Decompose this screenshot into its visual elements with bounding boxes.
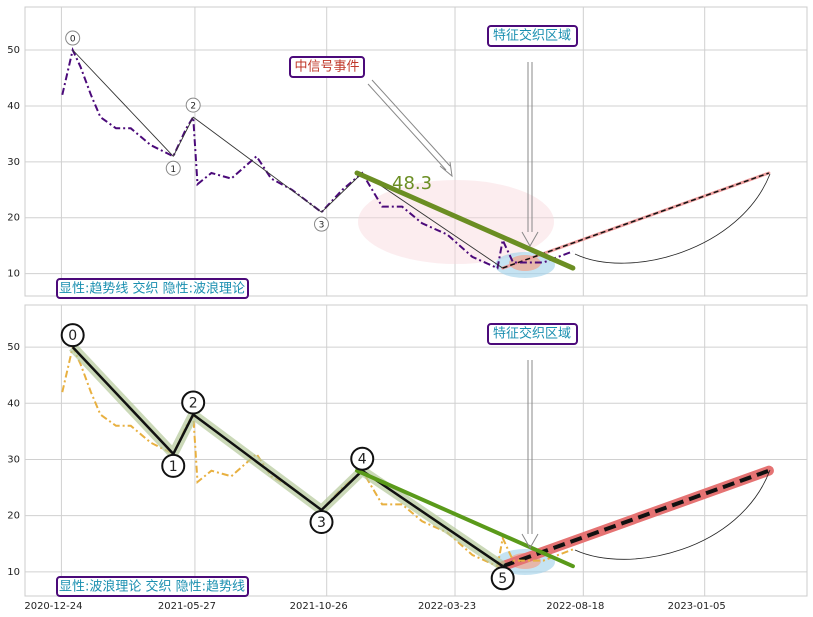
x-tick-label: 2022-03-23 <box>418 601 476 612</box>
wave-marker <box>60 323 85 348</box>
y-tick-label: 10 <box>7 567 20 578</box>
data-layer: 0 1 2 3 0 1 2 3 4 5 <box>60 30 774 591</box>
annotation-value: 48.3 <box>392 173 432 194</box>
wave-line <box>72 49 503 269</box>
x-tick-label: 2020-12-24 <box>24 601 82 612</box>
forecast-dash <box>502 468 770 569</box>
y-tick-label: 10 <box>7 269 20 280</box>
bottom-panel <box>24 304 808 597</box>
wave-label: 5 <box>498 571 507 587</box>
y-tick-label: 40 <box>7 398 20 409</box>
trend-line <box>355 468 575 569</box>
wave-label: 2 <box>189 396 198 412</box>
wave-label: 2 <box>190 102 196 112</box>
wave-label: 1 <box>170 165 176 175</box>
wave-marker <box>309 510 334 535</box>
wave-marker <box>314 216 330 232</box>
x-tick-label: 2023-01-05 <box>668 601 726 612</box>
wave-label: 4 <box>358 452 367 468</box>
y-tick-label: 40 <box>7 101 20 112</box>
curve-arrow <box>574 469 771 560</box>
arrow <box>367 79 453 178</box>
x-tick-label: 2022-08-18 <box>546 601 604 612</box>
wave-marker <box>165 160 181 176</box>
caption: 显性:趋势线 交织 隐性:波浪理论 <box>59 281 245 297</box>
wave-marker <box>185 97 201 113</box>
annotation: 特征交织区域 <box>493 326 571 342</box>
annotation: 中信号事件 <box>294 60 359 75</box>
annotation: 特征交织区域 <box>493 28 571 44</box>
curve-arrow <box>574 173 771 264</box>
top-panel <box>24 6 808 297</box>
price-line <box>61 46 574 270</box>
forecast-dash <box>502 172 770 269</box>
wave-marker <box>350 446 375 471</box>
wave-label: 3 <box>317 515 326 531</box>
y-tick-label: 30 <box>7 454 20 465</box>
wave-label: 3 <box>319 221 325 231</box>
y-tick-label: 50 <box>7 45 20 56</box>
wave-marker <box>161 453 186 478</box>
wave-marker <box>181 390 206 415</box>
x-tick-label: 2021-05-27 <box>158 601 216 612</box>
arrow <box>521 62 539 248</box>
wave-label: 0 <box>68 328 77 344</box>
wave-marker <box>65 30 81 46</box>
arrow <box>521 360 539 550</box>
annotation-box <box>289 56 365 78</box>
x-tick-label: 2021-10-26 <box>290 601 348 612</box>
caption-box <box>56 576 249 597</box>
grid-layer <box>25 7 807 596</box>
y-tick-label: 30 <box>7 157 20 168</box>
wave-label: 1 <box>169 459 178 475</box>
y-tick-label: 20 <box>7 213 20 224</box>
y-tick-label: 50 <box>7 342 20 353</box>
caption: 显性:波浪理论 交织 隐性:趋势线 <box>59 579 245 595</box>
caption-box <box>56 278 249 299</box>
wave-marker <box>490 566 515 591</box>
wave-line <box>71 346 504 568</box>
annotation-box <box>487 25 578 47</box>
y-tick-label: 20 <box>7 511 20 522</box>
price-line <box>61 344 574 568</box>
wave-label: 0 <box>70 35 76 45</box>
shade-region <box>358 180 554 264</box>
trend-line <box>354 170 576 271</box>
annotation-box <box>487 323 578 345</box>
